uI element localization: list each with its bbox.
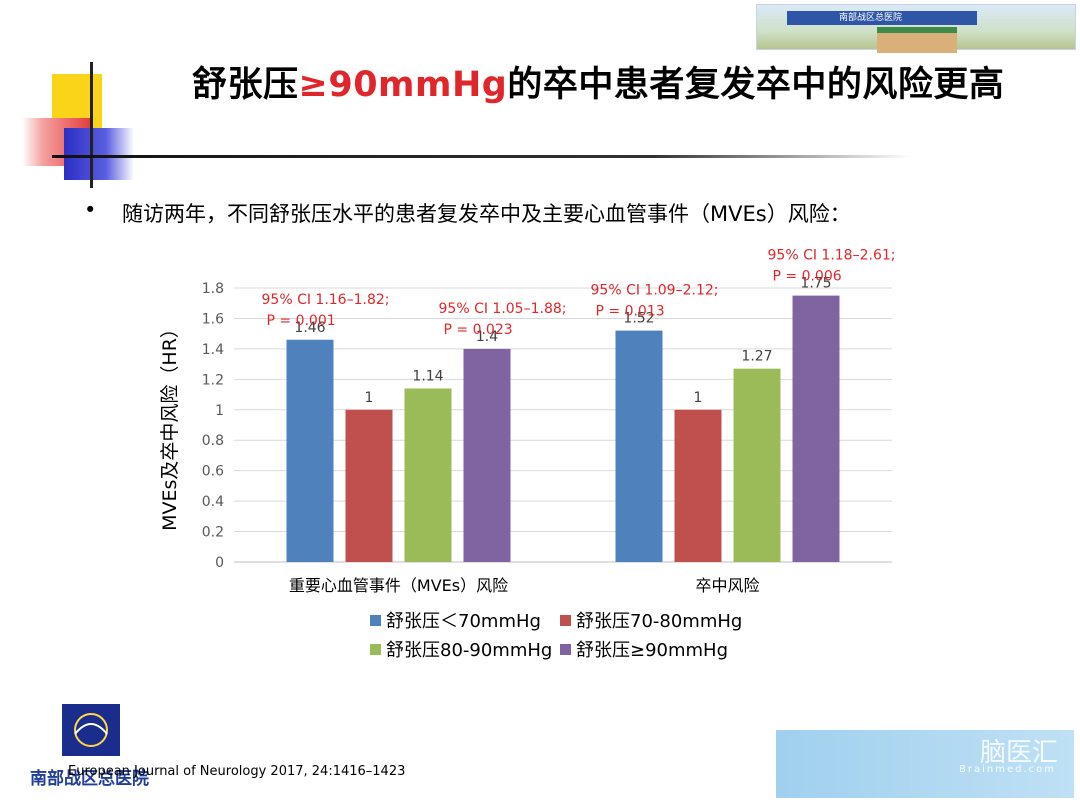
title-prefix: 舒张压 (192, 65, 299, 105)
bar (404, 388, 452, 562)
legend-label: 舒张压80-90mmHg (386, 640, 552, 661)
title-underline (52, 155, 912, 158)
x-category-label: 卒中风险 (695, 576, 759, 595)
watermark-logo-text: 脑医汇 (979, 738, 1058, 768)
data-label: 1.14 (412, 368, 443, 384)
legend-swatch (370, 615, 381, 626)
legend-swatch (560, 644, 571, 655)
watermark-subtext: Brainmed.com (959, 764, 1056, 775)
legend-label: 舒张压≥90mmHg (576, 640, 728, 661)
bar (674, 409, 722, 562)
banner-building (877, 27, 957, 53)
decor-vertical-line (90, 62, 93, 188)
bar (286, 339, 334, 562)
legend-label: 舒张压70-80mmHg (576, 611, 742, 632)
bar (463, 348, 511, 562)
ci-annotation: 95% CI 1.18–2.61; (768, 248, 896, 264)
legend-swatch (370, 644, 381, 655)
data-label: 1.27 (741, 349, 772, 365)
hospital-banner-image: 南部战区总医院 (756, 4, 1076, 53)
y-axis-label: MVEs及卒中风险（HR） (159, 319, 181, 531)
data-label: 1.52 (623, 311, 654, 327)
x-category-label: 重要心血管事件（MVEs）风险 (289, 576, 508, 595)
data-label: 1.4 (476, 329, 498, 345)
bullet-marker: • (84, 198, 97, 222)
ci-annotation: 95% CI 1.16–1.82; (262, 292, 390, 308)
legend-swatch (560, 615, 571, 626)
y-tick-label: 0.4 (202, 494, 224, 510)
hospital-logo-icon (62, 704, 120, 756)
y-tick-label: 1.8 (202, 281, 224, 297)
data-label: 1 (365, 390, 374, 406)
bar (733, 368, 781, 562)
y-tick-label: 0.2 (202, 525, 224, 541)
ci-annotation: 95% CI 1.09–2.12; (591, 283, 719, 299)
y-tick-label: 0.8 (202, 433, 224, 449)
data-label: 1 (694, 390, 703, 406)
banner-text: 南部战区总医院 (839, 13, 903, 23)
slide-title: 舒张压≥90mmHg的卒中患者复发卒中的风险更高 (192, 56, 1004, 107)
ci-annotation: P = 0.001 (267, 313, 336, 329)
watermark: 脑医汇 Brainmed.com (776, 730, 1074, 798)
ci-annotation: 95% CI 1.05–1.88; (439, 301, 567, 317)
y-tick-label: 0.6 (202, 464, 224, 480)
bar (615, 330, 663, 562)
ci-annotation: P = 0.023 (444, 322, 513, 338)
title-highlight: ≥90mmHg (298, 65, 508, 105)
ci-annotation: P = 0.013 (596, 304, 665, 320)
y-tick-label: 1.6 (202, 311, 224, 327)
reference-citation: European Journal of Neurology 2017, 24:1… (68, 764, 406, 779)
legend-label: 舒张压＜70mmHg (386, 611, 541, 632)
data-label: 1.46 (294, 320, 325, 336)
ci-annotation: P = 0.006 (773, 269, 842, 285)
bar (792, 295, 840, 562)
title-suffix: 的卒中患者复发卒中的风险更高 (507, 65, 1005, 105)
y-tick-label: 1.2 (202, 372, 224, 388)
hospital-logo-text: 南部战区总医院 (30, 769, 149, 789)
y-tick-label: 1.4 (202, 342, 224, 358)
banner-strip (787, 11, 977, 25)
y-tick-label: 1 (215, 403, 224, 419)
decor-blue-square (64, 128, 134, 180)
bullet-text: 随访两年，不同舒张压水平的患者复发卒中及主要心血管事件（MVEs）风险： (122, 202, 851, 226)
data-label: 1.75 (800, 276, 831, 292)
y-tick-label: 0 (215, 555, 224, 571)
bar (345, 409, 393, 562)
